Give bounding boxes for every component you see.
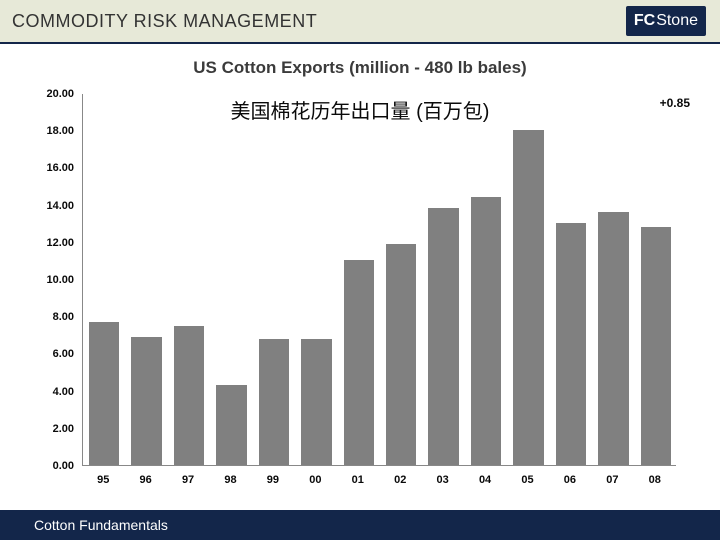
bar [216, 385, 247, 465]
y-axis-label: 6.00 [30, 348, 74, 360]
y-axis-label: 0.00 [30, 460, 74, 472]
bar [344, 260, 375, 465]
y-axis-label: 18.00 [30, 125, 74, 137]
bar [259, 339, 290, 465]
logo-stone: Stone [656, 12, 698, 30]
x-axis-label: 95 [97, 474, 109, 486]
header-rule [0, 42, 720, 44]
bar [598, 212, 629, 465]
x-axis-label: 98 [224, 474, 236, 486]
x-axis-label: 99 [267, 474, 279, 486]
x-axis-label: 01 [352, 474, 364, 486]
bar [556, 223, 587, 465]
x-axis-label: 04 [479, 474, 491, 486]
y-axis-label: 12.00 [30, 237, 74, 249]
header-band: COMMODITY RISK MANAGEMENT [0, 0, 720, 42]
plot-area [82, 94, 676, 466]
brand-logo: FC Stone [626, 6, 706, 36]
bar [386, 244, 417, 465]
x-axis-label: 03 [437, 474, 449, 486]
x-axis-label: 97 [182, 474, 194, 486]
x-axis-label: 08 [649, 474, 661, 486]
bar [428, 208, 459, 465]
x-axis-label: 00 [309, 474, 321, 486]
x-axis-label: 05 [521, 474, 533, 486]
y-axis-label: 20.00 [30, 88, 74, 100]
y-axis-label: 2.00 [30, 423, 74, 435]
footer-text: Cotton Fundamentals [34, 517, 168, 533]
footer-band: Cotton Fundamentals [0, 510, 720, 540]
bar [89, 322, 120, 465]
bar [131, 337, 162, 465]
x-axis-label: 02 [394, 474, 406, 486]
x-axis-label: 06 [564, 474, 576, 486]
bar [471, 197, 502, 465]
logo-fc: FC [634, 12, 655, 30]
y-axis-label: 10.00 [30, 274, 74, 286]
slide: COMMODITY RISK MANAGEMENT FC Stone US Co… [0, 0, 720, 540]
bar [513, 130, 544, 465]
bar [641, 227, 672, 465]
header-title: COMMODITY RISK MANAGEMENT [12, 11, 317, 32]
bar [301, 339, 332, 465]
y-axis-label: 16.00 [30, 162, 74, 174]
y-axis-label: 8.00 [30, 311, 74, 323]
x-axis-label: 96 [140, 474, 152, 486]
chart-area: 0.00 2.00 4.00 6.00 8.00 10.00 12.00 14.00 16.00… [30, 86, 690, 486]
y-axis-label: 14.00 [30, 200, 74, 212]
x-axis-label: 07 [606, 474, 618, 486]
y-axis-label: 4.00 [30, 386, 74, 398]
bar [174, 326, 205, 466]
chart-title: US Cotton Exports (million - 480 lb bale… [0, 58, 720, 78]
